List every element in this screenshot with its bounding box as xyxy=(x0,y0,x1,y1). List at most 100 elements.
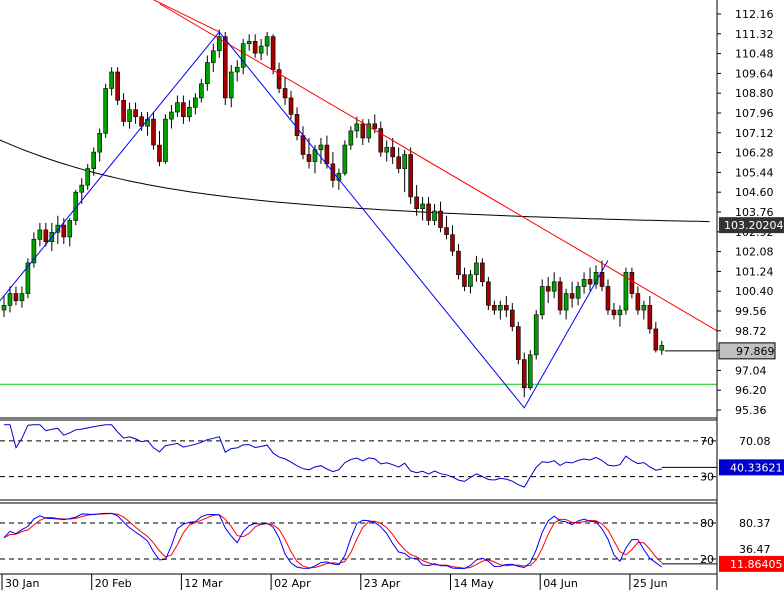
rsi-value-badge xyxy=(719,459,784,476)
stoch-k-line xyxy=(3,512,663,570)
candle-body xyxy=(288,97,294,115)
candle-body xyxy=(7,293,13,306)
price-tick-label: 109.64 xyxy=(735,67,774,80)
candle-body xyxy=(509,309,515,327)
price-tick-label: 95.36 xyxy=(735,404,767,417)
price-tick-label: 99.56 xyxy=(735,305,767,318)
candle-body xyxy=(1,305,7,311)
candle-body xyxy=(61,224,67,238)
candle-body xyxy=(468,274,473,287)
stoch-tick-label: 36.47 xyxy=(739,543,771,556)
price-tick-label: 104.60 xyxy=(735,186,774,199)
candle-body xyxy=(264,36,270,47)
candle-body xyxy=(85,168,91,186)
candle-body xyxy=(91,151,96,169)
x-axis: 30 Jan 20 Feb 12 Mar 02 Apr 23 Apr 14 May 04 J… xyxy=(1,574,668,590)
price-tick-label: 108.80 xyxy=(735,87,774,100)
candle-body xyxy=(384,147,390,153)
candle-body xyxy=(492,305,497,311)
current-price-label: 97.869 xyxy=(736,345,775,358)
x-tick-label: 20 Feb xyxy=(95,577,132,590)
candle-body xyxy=(222,36,228,99)
candle-body xyxy=(611,309,617,316)
candle-body xyxy=(444,227,449,235)
price-tick-label: 105.44 xyxy=(735,166,774,179)
price-tick-label: 107.96 xyxy=(735,107,774,120)
x-tick-label: 04 Jun xyxy=(543,577,578,590)
candle-body xyxy=(246,41,252,45)
candle-body xyxy=(43,229,49,243)
candle-body xyxy=(97,132,102,153)
price-tick-label: 101.24 xyxy=(735,265,774,278)
candle-body xyxy=(175,102,180,113)
candle-body xyxy=(450,234,455,252)
price-tick-label: 111.32 xyxy=(735,28,774,41)
stoch-tick-label: 80.37 xyxy=(739,517,771,530)
price-tick-label: 96.20 xyxy=(735,384,767,397)
candle-body xyxy=(498,305,503,311)
stoch-level-label: 20 xyxy=(700,553,714,566)
candle-body xyxy=(521,359,527,389)
candle-body xyxy=(234,66,240,73)
candle-body xyxy=(539,286,545,316)
candle-body xyxy=(641,305,647,311)
candle-body xyxy=(157,144,162,162)
stoch-level-label: 80 xyxy=(700,517,714,530)
candle-body xyxy=(306,154,312,162)
price-tick-label: 112.16 xyxy=(735,8,774,21)
candle-body xyxy=(270,36,276,70)
candle-body xyxy=(240,43,246,68)
candle-body xyxy=(115,71,120,101)
candle-body xyxy=(25,262,31,294)
price-tick-label: 106.28 xyxy=(735,147,774,160)
candle-body xyxy=(372,123,378,129)
candle-body xyxy=(109,71,114,89)
candle-body xyxy=(258,45,264,54)
candle-body xyxy=(563,293,569,311)
candle-body xyxy=(533,314,539,356)
price-tick-label: 102.08 xyxy=(735,246,774,259)
candle-body xyxy=(228,71,234,99)
candle-body xyxy=(575,286,581,299)
candle-body xyxy=(199,83,204,99)
candle-body xyxy=(13,293,19,301)
candle-body xyxy=(163,118,168,162)
candle-body xyxy=(474,262,479,275)
axis-frame xyxy=(0,0,718,590)
candle-body xyxy=(181,102,186,118)
candle-body xyxy=(19,293,25,301)
price-tick-label: 110.48 xyxy=(735,48,774,61)
candle-body xyxy=(378,128,384,153)
candle-body xyxy=(647,305,653,330)
candle-body xyxy=(569,293,575,299)
candle-body xyxy=(432,210,437,221)
candle-body xyxy=(276,69,282,89)
price-pane: 112.16 111.32 110.48 109.64 108.80 107.96 107.… xyxy=(0,0,784,417)
x-tick-label: 02 Apr xyxy=(274,577,311,590)
moving-average-line xyxy=(0,139,710,223)
stochastic-pane: 80 20 80.37 36.47 11.86405 xyxy=(0,512,784,572)
candle-body xyxy=(599,272,605,287)
x-tick-label: 23 Apr xyxy=(364,577,401,590)
candle-body xyxy=(187,107,192,118)
rsi-tick-label: 70.08 xyxy=(739,435,771,448)
rsi-line xyxy=(4,424,662,488)
candle-body xyxy=(653,328,659,351)
candle-body xyxy=(300,135,306,155)
candle-body xyxy=(360,123,366,139)
candle-body xyxy=(456,250,461,275)
rsi-value-label: 40.33621 xyxy=(730,461,783,474)
candle-body xyxy=(37,229,43,240)
candle-body xyxy=(252,41,258,54)
candle-body xyxy=(139,116,144,127)
x-tick-label: 25 Jun xyxy=(633,577,668,590)
price-tick-label: 103.76 xyxy=(735,206,774,219)
candle-body xyxy=(426,203,431,221)
candle-body xyxy=(216,36,222,52)
candle-body xyxy=(169,111,174,120)
candle-body xyxy=(414,196,419,210)
price-tick-label: 100.40 xyxy=(735,285,774,298)
candle-body xyxy=(121,99,126,122)
